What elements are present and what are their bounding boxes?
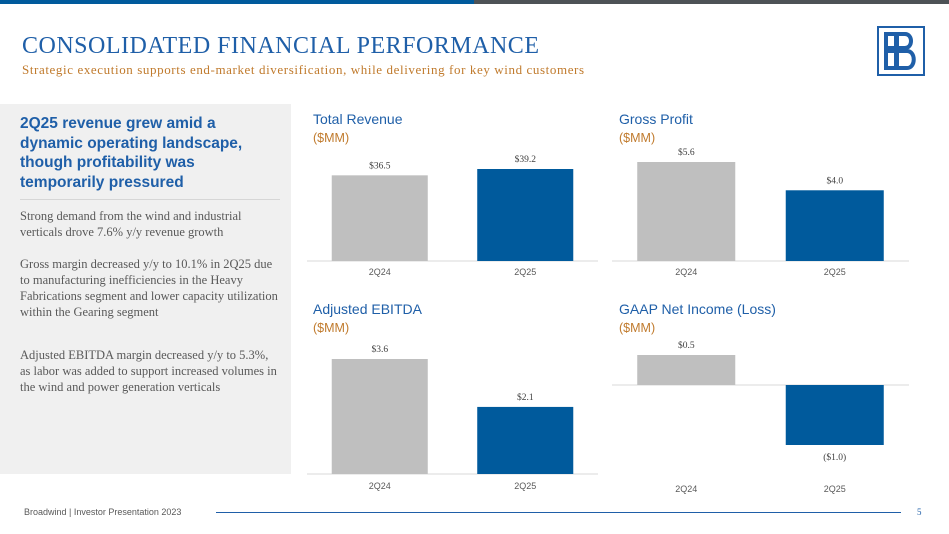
net-income-value-label-2q24: $0.5	[678, 340, 695, 351]
chart-unit-net-income: ($MM)	[619, 321, 656, 335]
footer-divider	[216, 512, 901, 513]
summary-paragraph-revenue: Strong demand from the wind and industri…	[20, 209, 242, 239]
adjusted-ebitda-category-label-2q25: 2Q25	[514, 481, 536, 491]
adjusted-ebitda-bar-2q24	[331, 359, 428, 474]
net-income-category-label-2q25: 2Q25	[824, 484, 846, 494]
gross-profit-bar-2q24	[637, 162, 736, 261]
adjusted-ebitda-value-label-2q24: $3.6	[371, 344, 388, 355]
gross-profit-bar-2q25	[785, 190, 884, 261]
company-logo	[877, 26, 925, 76]
net-income-category-label-2q24: 2Q24	[675, 484, 697, 494]
chart-unit-total-revenue: ($MM)	[313, 131, 350, 145]
chart-unit-adjusted-ebitda: ($MM)	[313, 321, 350, 335]
net-income-value-label-2q25: ($1.0)	[823, 452, 846, 463]
chart-title-adjusted-ebitda: Adjusted EBITDA	[313, 301, 422, 317]
net-income-bar-2q25	[785, 385, 884, 445]
gross-profit-value-label-2q24: $5.6	[678, 147, 695, 158]
total-revenue-value-label-2q24: $36.5	[369, 160, 391, 171]
adjusted-ebitda-bar-2q25	[477, 406, 574, 474]
net-income-bar-2q24	[637, 355, 736, 385]
summary-heading: 2Q25 revenue grew amid a dynamic operati…	[20, 115, 243, 191]
summary-paragraph-gross-margin: Gross margin decreased y/y to 10.1% in 2…	[20, 257, 278, 319]
gross-profit-value-label-2q25: $4.0	[826, 175, 843, 186]
page-number: 5	[917, 507, 922, 517]
page-title: CONSOLIDATED FINANCIAL PERFORMANCE	[22, 33, 540, 59]
top-accent-bar-grey	[474, 0, 949, 4]
total-revenue-value-label-2q25: $39.2	[515, 154, 537, 165]
chart-title-net-income: GAAP Net Income (Loss)	[619, 301, 776, 317]
total-revenue-bar-2q25	[477, 169, 574, 261]
gross-profit-category-label-2q24: 2Q24	[675, 267, 697, 277]
adjusted-ebitda-category-label-2q24: 2Q24	[369, 481, 391, 491]
adjusted-ebitda-value-label-2q25: $2.1	[517, 392, 534, 403]
gross-profit-category-label-2q25: 2Q25	[824, 267, 846, 277]
summary-divider	[20, 199, 280, 200]
chart-title-gross-profit: Gross Profit	[619, 111, 693, 127]
summary-panel: 2Q25 revenue grew amid a dynamic operati…	[0, 104, 291, 474]
total-revenue-bar-2q24	[331, 175, 428, 261]
footer-text: Broadwind | Investor Presentation 2023	[24, 507, 182, 517]
chart-unit-gross-profit: ($MM)	[619, 131, 656, 145]
page-subtitle: Strategic execution supports end-market …	[22, 62, 585, 77]
top-accent-bar-blue	[0, 0, 474, 4]
summary-paragraph-ebitda: Adjusted EBITDA margin decreased y/y to …	[20, 348, 277, 394]
total-revenue-category-label-2q25: 2Q25	[514, 267, 536, 277]
total-revenue-category-label-2q24: 2Q24	[369, 267, 391, 277]
chart-title-total-revenue: Total Revenue	[313, 111, 403, 127]
